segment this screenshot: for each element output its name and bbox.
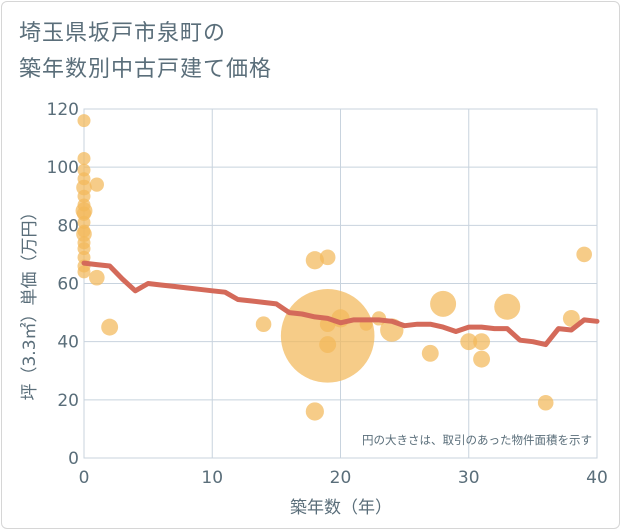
y-tick-label: 0 (68, 449, 79, 469)
x-tick-label: 30 (458, 468, 480, 488)
y-tick-label: 40 (57, 333, 79, 353)
grid-lines (83, 108, 598, 459)
data-point (77, 265, 91, 279)
y-tick-labels: 0 20 40 60 80 100 120 (47, 100, 79, 469)
x-tick-label: 10 (201, 468, 223, 488)
x-tick-label: 0 (79, 468, 90, 488)
y-tick-label: 80 (57, 216, 79, 236)
y-tick-label: 120 (47, 100, 79, 120)
x-tick-label: 20 (330, 468, 352, 488)
y-tick-label: 100 (47, 158, 79, 178)
size-annotation: 円の大きさは、取引のあった物件面積を示す (362, 433, 592, 447)
title-line-1: 埼玉県坂戸市泉町の (19, 21, 227, 46)
data-point (494, 293, 521, 320)
data-point (89, 177, 104, 192)
data-point (562, 309, 580, 327)
title-line-2: 築年数別中古戸建て価格 (19, 57, 273, 82)
data-point (473, 333, 491, 351)
chart-title: 埼玉県坂戸市泉町の 築年数別中古戸建て価格 (19, 16, 272, 88)
data-point (77, 114, 91, 128)
y-tick-label: 60 (57, 275, 79, 295)
y-tick-label: 20 (57, 391, 79, 411)
data-point (319, 249, 336, 266)
y-axis-label: 坪（3.3㎡）単価（万円） (20, 203, 40, 400)
data-point (576, 246, 592, 263)
data-point (319, 336, 337, 354)
data-point (89, 269, 105, 286)
x-tick-labels: 0 10 20 30 40 (79, 468, 608, 488)
data-point (421, 344, 439, 362)
data-point (305, 402, 324, 421)
data-point (305, 251, 324, 270)
data-point (255, 316, 272, 333)
data-point (537, 394, 554, 411)
trend-line (81, 260, 600, 348)
data-point (460, 333, 478, 351)
data-point (430, 290, 457, 317)
data-point (473, 350, 491, 368)
data-point (101, 318, 119, 336)
x-axis-label: 築年数（年） (290, 498, 392, 518)
data-point (280, 289, 375, 383)
data-point (77, 151, 91, 165)
bubble-series (75, 114, 592, 421)
x-tick-label: 40 (586, 468, 608, 488)
